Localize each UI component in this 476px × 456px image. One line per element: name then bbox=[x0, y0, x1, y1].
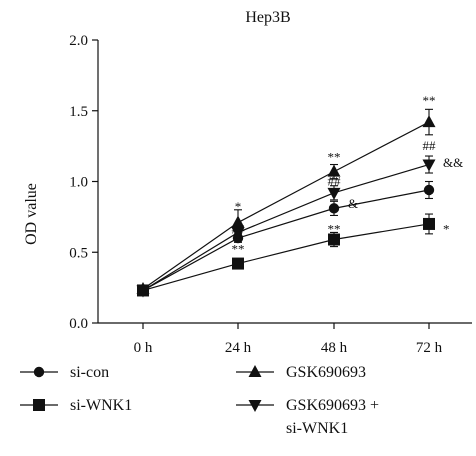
legend-item: si-con bbox=[20, 364, 109, 381]
series-1 bbox=[137, 213, 435, 297]
data-point bbox=[136, 285, 150, 298]
legend-marker bbox=[248, 365, 262, 377]
significance-label: ## bbox=[328, 174, 342, 189]
significance-label: ** bbox=[328, 149, 341, 164]
significance-label: ** bbox=[232, 241, 245, 256]
data-point bbox=[423, 184, 435, 196]
x-tick-label: 24 h bbox=[225, 340, 252, 356]
x-tick-label: 48 h bbox=[321, 340, 348, 356]
y-axis-label: OD value bbox=[23, 183, 40, 245]
annotations: ***##**##&****##&&* bbox=[232, 93, 464, 257]
series-line bbox=[142, 189, 430, 291]
data-point bbox=[328, 203, 340, 214]
legend-label: si-con bbox=[70, 364, 109, 381]
significance-label: ## bbox=[423, 138, 437, 153]
significance-label: * bbox=[443, 222, 450, 237]
data-point bbox=[327, 187, 341, 200]
significance-label: ** bbox=[423, 93, 436, 108]
data-point bbox=[422, 159, 436, 172]
data-point bbox=[232, 257, 244, 270]
data-point bbox=[422, 115, 436, 128]
y-tick-label: 1.0 bbox=[69, 175, 88, 191]
significance-label: & bbox=[348, 196, 358, 211]
series-layer bbox=[136, 108, 436, 298]
data-point bbox=[231, 215, 245, 228]
series-line bbox=[142, 223, 430, 292]
legend-item: GSK690693 + si-WNK1 bbox=[236, 397, 379, 437]
y-tick-label: 1.5 bbox=[69, 104, 88, 120]
legend-label: si-WNK1 bbox=[286, 420, 348, 437]
series-0 bbox=[137, 180, 435, 296]
legend-marker bbox=[248, 400, 262, 412]
data-point bbox=[231, 227, 245, 240]
significance-label: ** bbox=[328, 222, 341, 237]
legend-label: GSK690693 bbox=[286, 364, 366, 381]
x-tick-label: 72 h bbox=[416, 340, 443, 356]
chart-title: Hep3B bbox=[245, 9, 290, 26]
y-tick-label: 0.0 bbox=[69, 316, 88, 332]
legend-item: si-WNK1 bbox=[20, 397, 132, 414]
legend-marker bbox=[33, 399, 45, 411]
axes: 0.0 0.5 1.0 1.5 2.0 0 h 24 h 48 h 72 h bbox=[69, 33, 472, 356]
y-tick-label: 0.5 bbox=[69, 245, 88, 261]
legend-marker bbox=[33, 366, 45, 378]
data-point bbox=[328, 233, 340, 246]
data-point bbox=[327, 164, 341, 177]
x-tick-label: 0 h bbox=[134, 340, 153, 356]
legend-label: GSK690693 + bbox=[286, 397, 379, 414]
series-3 bbox=[136, 155, 436, 298]
legend: si-con si-WNK1 GSK690693 GSK690693 + si-WNK1 bbox=[20, 364, 379, 437]
data-point bbox=[423, 217, 435, 230]
significance-label: ## bbox=[232, 222, 246, 237]
series-line bbox=[142, 121, 430, 290]
series-line bbox=[142, 163, 430, 291]
y-tick-label: 2.0 bbox=[69, 33, 88, 49]
significance-label: && bbox=[443, 155, 463, 170]
significance-label: * bbox=[235, 199, 242, 214]
legend-item: GSK690693 bbox=[236, 364, 366, 381]
legend-label: si-WNK1 bbox=[70, 397, 132, 414]
